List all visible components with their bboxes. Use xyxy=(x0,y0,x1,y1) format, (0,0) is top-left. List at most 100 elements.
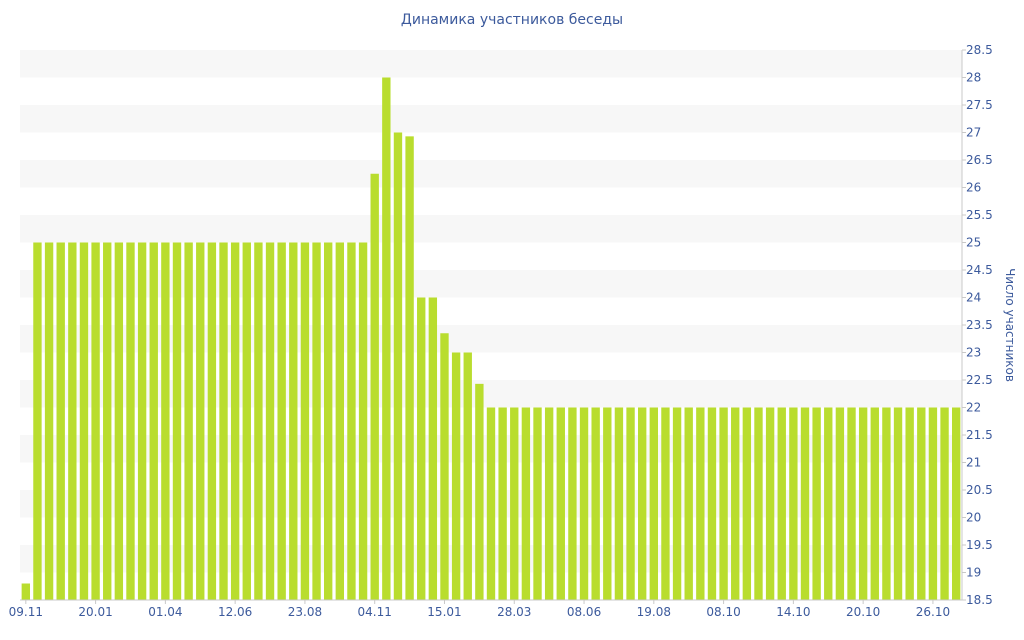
x-tick-label: 12.06 xyxy=(218,605,252,619)
bar xyxy=(207,242,217,600)
bar xyxy=(626,407,635,600)
y-tick-label: 21.5 xyxy=(966,428,993,442)
y-tick-label: 27 xyxy=(966,126,981,140)
bar xyxy=(475,383,484,600)
y-tick-label: 22.5 xyxy=(966,373,993,387)
y-axis-title: Число участников xyxy=(1003,268,1017,382)
bar xyxy=(579,407,589,600)
bar xyxy=(405,136,414,600)
bar xyxy=(33,242,42,600)
bar xyxy=(196,242,205,600)
y-tick-label: 25 xyxy=(966,236,981,250)
bar xyxy=(312,242,321,600)
bar xyxy=(858,407,868,600)
bar xyxy=(696,407,705,600)
bar xyxy=(917,407,926,600)
y-tick-label: 26 xyxy=(966,181,981,195)
bar xyxy=(137,242,147,600)
bar xyxy=(940,407,949,600)
bar xyxy=(835,407,845,600)
y-tick-label: 28 xyxy=(966,71,981,85)
grid-band xyxy=(20,105,962,133)
bar xyxy=(847,407,856,600)
bar xyxy=(289,242,298,600)
x-tick-label: 20.10 xyxy=(846,605,880,619)
bar xyxy=(765,407,775,600)
bar xyxy=(463,352,472,600)
y-tick-label: 26.5 xyxy=(966,153,993,167)
bar xyxy=(91,242,100,600)
bar xyxy=(742,407,752,600)
bar xyxy=(533,407,542,600)
bar xyxy=(393,132,403,600)
bar xyxy=(777,407,786,600)
bar xyxy=(870,407,879,600)
bar xyxy=(789,407,798,600)
y-tick-label: 22 xyxy=(966,401,981,415)
bar xyxy=(370,173,379,600)
bar xyxy=(428,297,438,600)
x-tick-label: 20.01 xyxy=(78,605,112,619)
bar xyxy=(672,407,682,600)
bar xyxy=(521,407,531,600)
bar xyxy=(277,242,286,600)
x-tick-label: 04.11 xyxy=(358,605,392,619)
bar xyxy=(347,242,356,600)
bar xyxy=(114,242,124,600)
x-tick-label: 08.10 xyxy=(706,605,740,619)
bar xyxy=(614,407,624,600)
bar xyxy=(172,242,182,600)
bar xyxy=(440,333,449,600)
x-tick-label: 26.10 xyxy=(916,605,950,619)
bar xyxy=(68,242,77,600)
x-tick-label: 01.04 xyxy=(148,605,182,619)
chart-title: Динамика участников беседы xyxy=(400,12,624,28)
bar xyxy=(382,77,391,600)
bar xyxy=(242,242,251,600)
grid-band xyxy=(20,50,962,78)
y-tick-label: 24.5 xyxy=(966,263,993,277)
x-tick-label: 15.01 xyxy=(427,605,461,619)
x-tick-label: 08.06 xyxy=(567,605,601,619)
bar xyxy=(417,297,426,600)
bar xyxy=(661,407,670,600)
bar xyxy=(161,242,170,600)
bar xyxy=(358,242,368,600)
bar xyxy=(812,407,821,600)
bar xyxy=(149,242,158,600)
y-tick-label: 27.5 xyxy=(966,98,993,112)
bar xyxy=(486,407,496,600)
bar xyxy=(335,242,345,600)
x-tick-label: 23.08 xyxy=(288,605,322,619)
bar xyxy=(591,407,600,600)
y-tick-label: 20.5 xyxy=(966,483,993,497)
bar xyxy=(21,583,31,600)
bar xyxy=(219,242,228,600)
bar xyxy=(800,407,810,600)
bar xyxy=(103,242,112,600)
bar xyxy=(731,407,740,600)
grid-band xyxy=(20,160,962,188)
bar xyxy=(265,242,275,600)
x-tick-label: 28.03 xyxy=(497,605,531,619)
bar xyxy=(707,407,717,600)
bar xyxy=(824,407,833,600)
bar xyxy=(544,407,554,600)
x-tick-label: 14.10 xyxy=(776,605,810,619)
y-tick-label: 19.5 xyxy=(966,538,993,552)
bar xyxy=(719,407,728,600)
bar xyxy=(905,407,914,600)
bar xyxy=(603,407,612,600)
bar xyxy=(754,407,763,600)
bar xyxy=(498,407,507,600)
bar xyxy=(184,242,193,600)
y-tick-label: 18.5 xyxy=(966,593,993,607)
grid-band xyxy=(20,215,962,243)
bar xyxy=(230,242,240,600)
bar xyxy=(928,407,938,600)
bar xyxy=(300,242,310,600)
y-tick-label: 23 xyxy=(966,346,981,360)
bar xyxy=(951,407,961,600)
